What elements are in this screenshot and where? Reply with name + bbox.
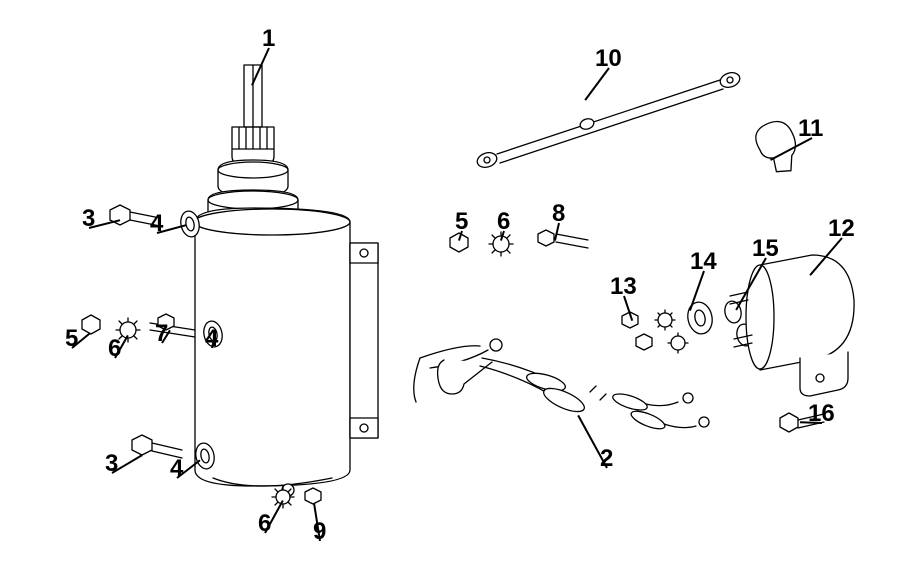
parts-lineart bbox=[0, 0, 900, 573]
callout-4a: 4 bbox=[205, 325, 218, 353]
diagram-canvas: 11011345681215141356741623469 bbox=[0, 0, 900, 573]
